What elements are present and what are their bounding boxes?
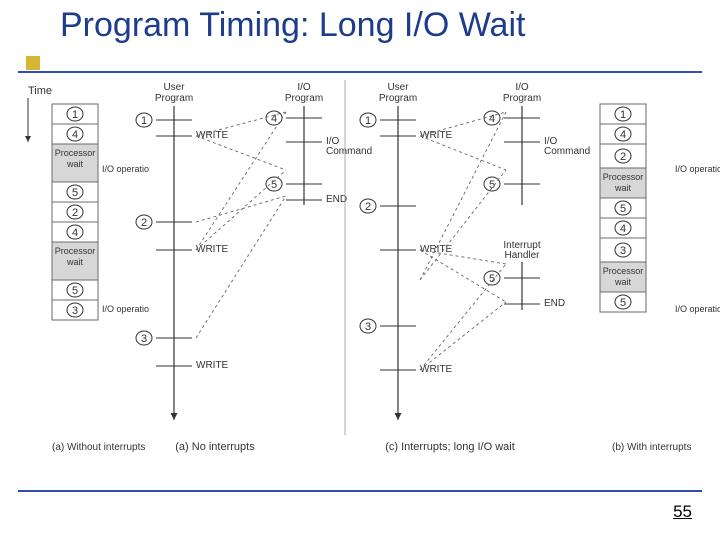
- svg-text:WRITE: WRITE: [196, 130, 229, 141]
- svg-text:4: 4: [620, 129, 626, 141]
- page-number: 55: [673, 502, 692, 522]
- diagram: Time 14Processorwait524Processorwait53 (…: [0, 80, 720, 480]
- svg-text:5: 5: [72, 285, 78, 297]
- svg-text:4: 4: [72, 129, 78, 141]
- svg-text:Processor: Processor: [55, 246, 96, 256]
- svg-text:Processor: Processor: [603, 266, 644, 276]
- svg-text:Processor: Processor: [55, 148, 96, 158]
- svg-text:(b) With interrupts: (b) With interrupts: [612, 442, 691, 453]
- svg-text:4: 4: [489, 113, 495, 125]
- svg-text:I/O operatio: I/O operatio: [102, 164, 149, 174]
- svg-text:wait: wait: [66, 159, 84, 169]
- svg-text:Program: Program: [503, 93, 541, 104]
- svg-text:2: 2: [365, 201, 371, 213]
- svg-text:2: 2: [620, 151, 626, 163]
- bullet-accent: [26, 56, 40, 70]
- bottom-rule: [18, 490, 702, 492]
- slide-title: Program Timing: Long I/O Wait: [60, 6, 690, 45]
- svg-text:3: 3: [141, 333, 147, 345]
- svg-text:Processor: Processor: [603, 172, 644, 182]
- svg-text:Program: Program: [379, 93, 417, 104]
- svg-text:5: 5: [620, 203, 626, 215]
- svg-text:Program: Program: [155, 93, 193, 104]
- svg-text:User: User: [387, 82, 409, 93]
- svg-text:3: 3: [72, 305, 78, 317]
- svg-text:END: END: [544, 298, 565, 309]
- svg-text:2: 2: [72, 207, 78, 219]
- svg-text:Program: Program: [285, 93, 323, 104]
- svg-text:WRITE: WRITE: [420, 244, 453, 255]
- svg-text:END: END: [326, 194, 347, 205]
- svg-text:I/O operation: I/O operation: [675, 164, 720, 174]
- svg-text:wait: wait: [614, 277, 632, 287]
- svg-text:(c) Interrupts; long I/O wait: (c) Interrupts; long I/O wait: [385, 441, 515, 453]
- svg-text:5: 5: [72, 187, 78, 199]
- svg-text:Handler: Handler: [504, 250, 540, 261]
- svg-text:1: 1: [141, 115, 147, 127]
- svg-text:Command: Command: [544, 146, 590, 157]
- svg-text:wait: wait: [614, 183, 632, 193]
- svg-text:1: 1: [365, 115, 371, 127]
- svg-text:4: 4: [620, 223, 626, 235]
- svg-text:(a) Without interrupts: (a) Without interrupts: [52, 442, 145, 453]
- svg-text:(a) No interrupts: (a) No interrupts: [175, 441, 255, 453]
- svg-text:wait: wait: [66, 257, 84, 267]
- top-rule: [18, 71, 702, 73]
- svg-text:2: 2: [141, 217, 147, 229]
- svg-text:I/O operation: I/O operation: [675, 304, 720, 314]
- svg-text:User: User: [163, 82, 185, 93]
- svg-text:WRITE: WRITE: [196, 360, 229, 371]
- svg-text:1: 1: [620, 109, 626, 121]
- svg-text:I/O: I/O: [515, 82, 529, 93]
- svg-text:WRITE: WRITE: [420, 130, 453, 141]
- svg-text:Time: Time: [28, 85, 52, 97]
- svg-text:Command: Command: [326, 146, 372, 157]
- svg-text:I/O: I/O: [297, 82, 311, 93]
- svg-text:5: 5: [620, 297, 626, 309]
- svg-text:3: 3: [365, 321, 371, 333]
- svg-text:1: 1: [72, 109, 78, 121]
- svg-text:3: 3: [620, 245, 626, 257]
- svg-text:I/O operatio: I/O operatio: [102, 304, 149, 314]
- svg-text:4: 4: [72, 227, 78, 239]
- svg-text:5: 5: [489, 273, 495, 285]
